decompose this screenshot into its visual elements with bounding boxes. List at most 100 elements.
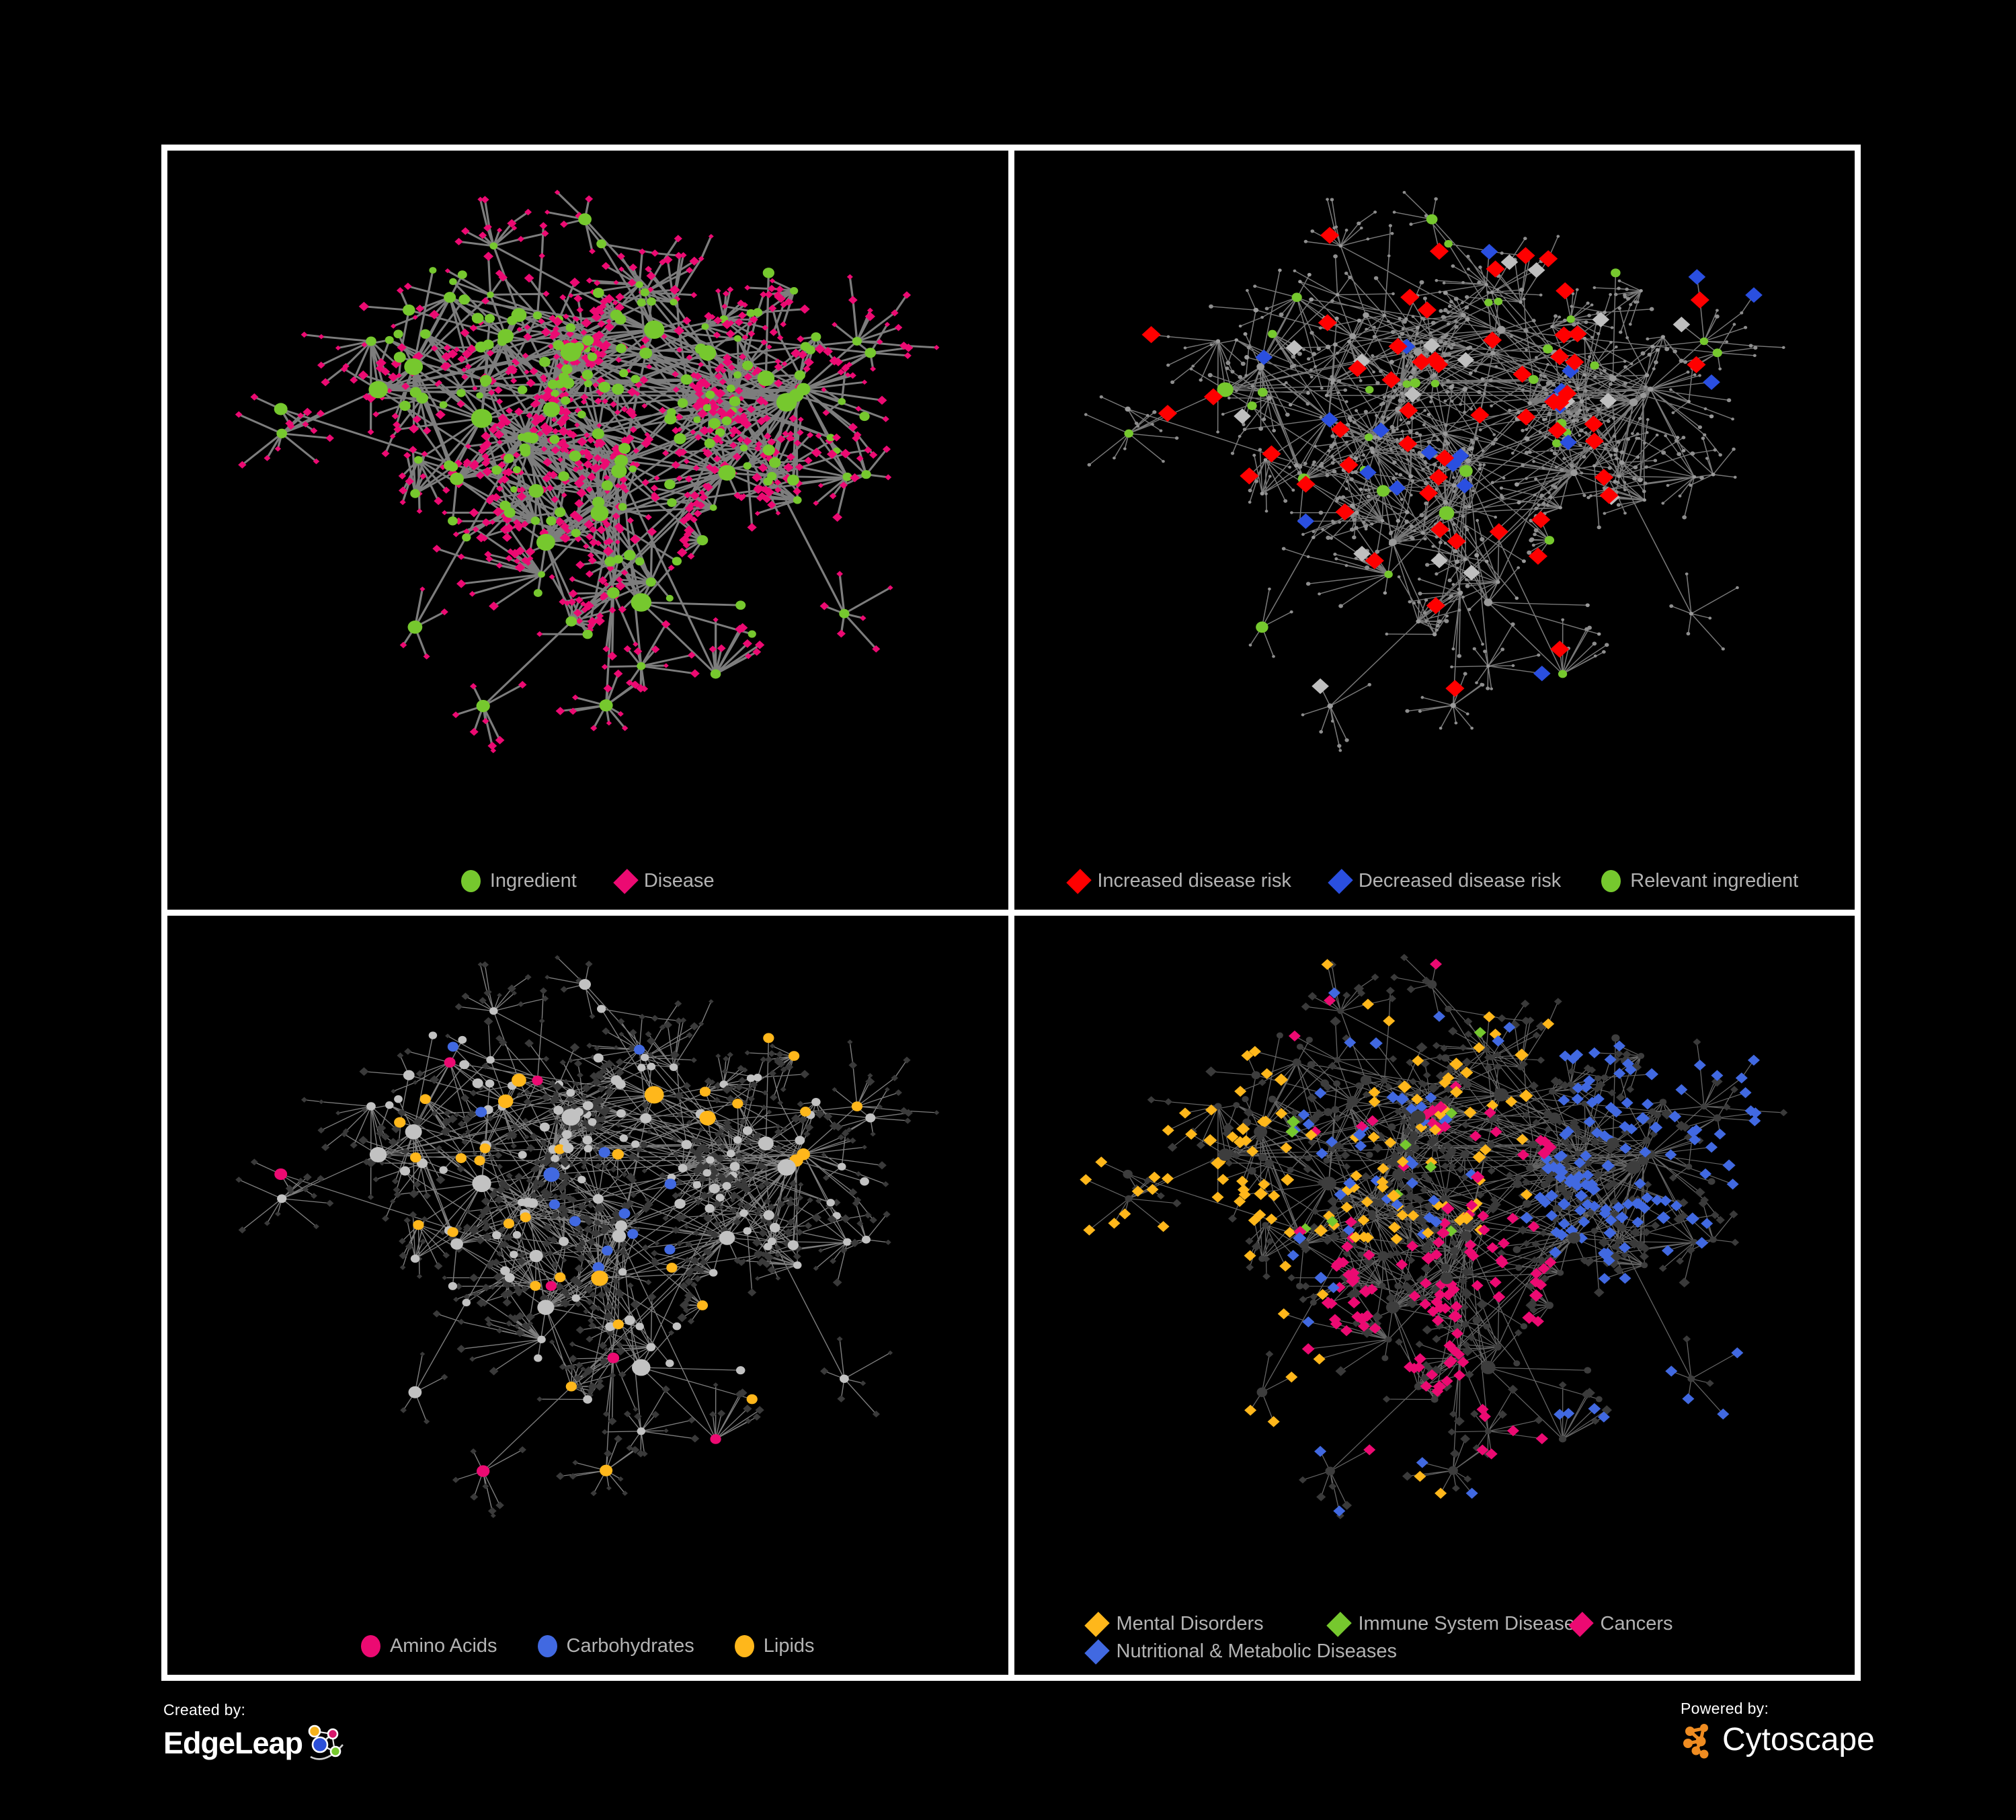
ingredient-node[interactable] xyxy=(1711,473,1716,477)
disease-node[interactable] xyxy=(397,1052,404,1059)
ingredient-node[interactable] xyxy=(1357,1251,1364,1258)
ingredient-node[interactable] xyxy=(1638,1156,1648,1166)
ingredient-node[interactable] xyxy=(640,288,649,296)
disease-node[interactable] xyxy=(755,440,763,448)
disease-node[interactable] xyxy=(1388,530,1393,535)
ingredient-node[interactable] xyxy=(545,1281,557,1292)
disease-node[interactable] xyxy=(440,1374,448,1380)
disease-node[interactable] xyxy=(1371,370,1375,374)
disease-node[interactable] xyxy=(754,510,760,516)
disease-node[interactable] xyxy=(760,1104,768,1111)
ingredient-node[interactable] xyxy=(704,1203,715,1213)
disease-node[interactable] xyxy=(1524,450,1529,455)
disease-node[interactable] xyxy=(774,1252,781,1258)
disease-node[interactable] xyxy=(1416,1042,1427,1053)
ingredient-node[interactable] xyxy=(394,1095,403,1103)
disease-node[interactable] xyxy=(797,1101,805,1107)
ingredient-node[interactable] xyxy=(629,465,637,473)
ingredient-node[interactable] xyxy=(1297,280,1302,284)
disease-node[interactable] xyxy=(1606,419,1611,424)
disease-node[interactable] xyxy=(1474,369,1477,372)
disease-node[interactable] xyxy=(275,1211,281,1217)
ingredient-node[interactable] xyxy=(1382,313,1386,317)
disease-node[interactable] xyxy=(1435,438,1440,442)
disease-node[interactable] xyxy=(1469,726,1474,730)
ingredient-node[interactable] xyxy=(709,1183,720,1193)
disease-node[interactable] xyxy=(1161,460,1165,463)
disease-node[interactable] xyxy=(1441,1072,1454,1084)
disease-node[interactable] xyxy=(1441,1202,1455,1215)
disease-node[interactable] xyxy=(1381,416,1385,420)
ingredient-node[interactable] xyxy=(561,1130,572,1140)
ingredient-node[interactable] xyxy=(860,1177,869,1186)
disease-node[interactable] xyxy=(1386,319,1390,323)
disease-node[interactable] xyxy=(1497,1014,1506,1023)
ingredient-node[interactable] xyxy=(1216,382,1234,397)
ingredient-node[interactable] xyxy=(1514,482,1519,487)
disease-node[interactable] xyxy=(1554,998,1562,1005)
disease-node[interactable] xyxy=(1420,1172,1429,1179)
ingredient-node[interactable] xyxy=(664,1244,676,1255)
disease-node[interactable] xyxy=(1298,1296,1307,1304)
disease-node[interactable] xyxy=(1268,475,1272,478)
ingredient-node[interactable] xyxy=(1258,1153,1267,1162)
disease-node[interactable] xyxy=(1435,628,1439,632)
disease-node[interactable] xyxy=(829,1121,840,1131)
disease-node[interactable] xyxy=(776,1051,784,1058)
disease-node[interactable] xyxy=(1463,672,1467,676)
disease-node[interactable] xyxy=(891,1074,899,1082)
disease-node[interactable] xyxy=(1364,527,1367,530)
disease-node[interactable] xyxy=(484,1316,492,1323)
disease-node[interactable] xyxy=(1118,1208,1131,1220)
disease-node[interactable] xyxy=(580,393,589,401)
disease-node[interactable] xyxy=(616,1341,623,1348)
disease-node[interactable] xyxy=(799,304,810,314)
disease-node[interactable] xyxy=(594,1382,605,1391)
disease-node[interactable] xyxy=(717,1409,726,1417)
disease-node[interactable] xyxy=(836,571,844,577)
disease-node[interactable] xyxy=(1555,1229,1568,1241)
disease-node[interactable] xyxy=(672,1192,680,1199)
ingredient-node[interactable] xyxy=(702,403,711,412)
disease-node[interactable] xyxy=(789,414,797,423)
disease-node[interactable] xyxy=(1400,395,1404,399)
disease-node[interactable] xyxy=(606,720,612,726)
ingredient-node[interactable] xyxy=(1558,506,1562,510)
ingredient-node[interactable] xyxy=(1232,1102,1240,1109)
disease-node[interactable] xyxy=(852,1199,860,1208)
disease-node[interactable] xyxy=(588,1322,597,1329)
ingredient-node[interactable] xyxy=(403,304,415,316)
disease-node[interactable] xyxy=(590,725,598,731)
ingredient-node[interactable] xyxy=(640,1054,649,1062)
disease-node[interactable] xyxy=(1592,286,1596,290)
ingredient-node[interactable] xyxy=(519,443,531,454)
disease-node[interactable] xyxy=(1402,190,1406,194)
disease-node[interactable] xyxy=(482,717,489,725)
disease-node[interactable] xyxy=(1616,503,1621,507)
ingredient-node[interactable] xyxy=(546,516,557,526)
disease-node[interactable] xyxy=(1612,1201,1625,1213)
ingredient-node[interactable] xyxy=(458,1035,467,1044)
ingredient-node[interactable] xyxy=(1655,348,1660,352)
ingredient-node[interactable] xyxy=(1675,436,1679,440)
disease-node[interactable] xyxy=(710,403,720,411)
ingredient-node[interactable] xyxy=(582,335,594,346)
disease-node[interactable] xyxy=(514,1323,520,1329)
ingredient-node[interactable] xyxy=(598,381,611,393)
legend-item-nutritional-metabolic-diseases[interactable]: Nutritional & Metabolic Diseases xyxy=(1084,1638,1397,1665)
ingredient-node[interactable] xyxy=(840,1374,849,1383)
disease-node[interactable] xyxy=(1392,389,1397,393)
ingredient-node[interactable] xyxy=(274,1168,288,1181)
disease-node[interactable] xyxy=(1254,479,1258,483)
disease-node[interactable] xyxy=(1744,287,1763,303)
disease-node[interactable] xyxy=(1395,393,1399,397)
disease-node[interactable] xyxy=(1452,490,1456,493)
disease-node[interactable] xyxy=(1328,444,1334,449)
disease-node[interactable] xyxy=(583,1308,590,1314)
disease-node[interactable] xyxy=(1435,535,1439,539)
disease-node[interactable] xyxy=(1150,422,1154,426)
disease-node[interactable] xyxy=(1344,738,1349,742)
disease-node[interactable] xyxy=(1592,374,1597,379)
ingredient-node[interactable] xyxy=(476,392,483,399)
disease-node[interactable] xyxy=(1493,1051,1502,1059)
